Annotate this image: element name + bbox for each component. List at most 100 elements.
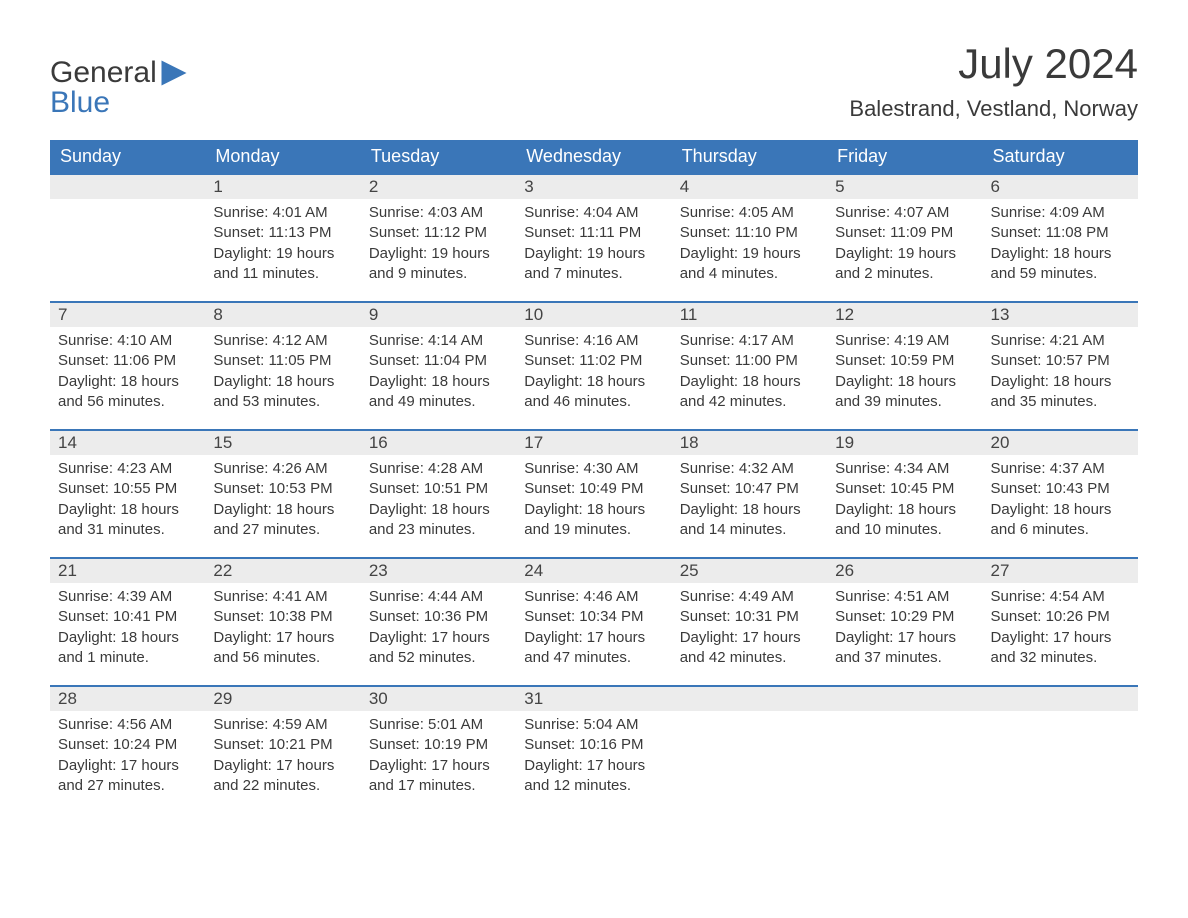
sunset-line: Sunset: 10:59 PM: [835, 351, 974, 371]
day-number: 31: [516, 685, 671, 711]
day-number: 28: [50, 685, 205, 711]
day-body: Sunrise: 4:49 AMSunset: 10:31 PMDaylight…: [672, 583, 827, 678]
calendar-cell: 4Sunrise: 4:05 AMSunset: 11:10 PMDayligh…: [672, 173, 827, 301]
calendar-week-row: 7Sunrise: 4:10 AMSunset: 11:06 PMDayligh…: [50, 301, 1138, 429]
day-number: 18: [672, 429, 827, 455]
sunrise-line: Sunrise: 4:03 AM: [369, 203, 508, 223]
day-body: Sunrise: 4:34 AMSunset: 10:45 PMDaylight…: [827, 455, 982, 550]
day-number-bar-empty: [50, 173, 205, 199]
sunrise-line: Sunrise: 4:51 AM: [835, 587, 974, 607]
sunrise-line: Sunrise: 4:19 AM: [835, 331, 974, 351]
calendar-cell: 14Sunrise: 4:23 AMSunset: 10:55 PMDaylig…: [50, 429, 205, 557]
calendar-cell: 29Sunrise: 4:59 AMSunset: 10:21 PMDaylig…: [205, 685, 360, 813]
sunrise-line: Sunrise: 4:26 AM: [213, 459, 352, 479]
header-bar: General Blue July 2024 Balestrand, Vestl…: [50, 40, 1138, 132]
day-body: Sunrise: 4:01 AMSunset: 11:13 PMDaylight…: [205, 199, 360, 294]
sunrise-line: Sunrise: 4:41 AM: [213, 587, 352, 607]
daylight-line: Daylight: 17 hours and 37 minutes.: [835, 628, 974, 669]
sunset-line: Sunset: 10:47 PM: [680, 479, 819, 499]
day-body: Sunrise: 4:26 AMSunset: 10:53 PMDaylight…: [205, 455, 360, 550]
day-body: Sunrise: 4:56 AMSunset: 10:24 PMDaylight…: [50, 711, 205, 806]
day-number: 17: [516, 429, 671, 455]
sunrise-line: Sunrise: 4:44 AM: [369, 587, 508, 607]
daylight-line: Daylight: 18 hours and 6 minutes.: [991, 500, 1130, 541]
day-body: Sunrise: 4:32 AMSunset: 10:47 PMDaylight…: [672, 455, 827, 550]
day-number: 1: [205, 173, 360, 199]
calendar-cell: 6Sunrise: 4:09 AMSunset: 11:08 PMDayligh…: [983, 173, 1138, 301]
day-number: 9: [361, 301, 516, 327]
daylight-line: Daylight: 17 hours and 56 minutes.: [213, 628, 352, 669]
calendar-cell: 26Sunrise: 4:51 AMSunset: 10:29 PMDaylig…: [827, 557, 982, 685]
daylight-line: Daylight: 17 hours and 17 minutes.: [369, 756, 508, 797]
day-number: 14: [50, 429, 205, 455]
daylight-line: Daylight: 18 hours and 39 minutes.: [835, 372, 974, 413]
sunrise-line: Sunrise: 4:09 AM: [991, 203, 1130, 223]
sunrise-line: Sunrise: 4:10 AM: [58, 331, 197, 351]
sunset-line: Sunset: 10:55 PM: [58, 479, 197, 499]
day-number: 19: [827, 429, 982, 455]
calendar-cell: [672, 685, 827, 813]
calendar-cell: 16Sunrise: 4:28 AMSunset: 10:51 PMDaylig…: [361, 429, 516, 557]
daylight-line: Daylight: 17 hours and 32 minutes.: [991, 628, 1130, 669]
calendar-cell: 1Sunrise: 4:01 AMSunset: 11:13 PMDayligh…: [205, 173, 360, 301]
sunset-line: Sunset: 11:13 PM: [213, 223, 352, 243]
sunrise-line: Sunrise: 4:39 AM: [58, 587, 197, 607]
day-number: 5: [827, 173, 982, 199]
sunrise-line: Sunrise: 4:05 AM: [680, 203, 819, 223]
sunrise-line: Sunrise: 4:04 AM: [524, 203, 663, 223]
day-body: Sunrise: 4:51 AMSunset: 10:29 PMDaylight…: [827, 583, 982, 678]
day-number: 27: [983, 557, 1138, 583]
day-body: Sunrise: 4:17 AMSunset: 11:00 PMDaylight…: [672, 327, 827, 422]
daylight-line: Daylight: 18 hours and 14 minutes.: [680, 500, 819, 541]
sunrise-line: Sunrise: 5:04 AM: [524, 715, 663, 735]
sunset-line: Sunset: 10:36 PM: [369, 607, 508, 627]
sunset-line: Sunset: 10:26 PM: [991, 607, 1130, 627]
daylight-line: Daylight: 18 hours and 59 minutes.: [991, 244, 1130, 285]
calendar-week-row: 14 Sunrise: 4:23 AMSunset: 10:55 PM Daylig…: [50, 429, 1138, 557]
day-body: Sunrise: 5:01 AMSunset: 10:19 PMDaylight…: [361, 711, 516, 806]
calendar-cell: 9Sunrise: 4:14 AMSunset: 11:04 PMDayligh…: [361, 301, 516, 429]
sunrise-line: Sunrise: 4:12 AM: [213, 331, 352, 351]
day-body: Sunrise: 4:03 AMSunset: 11:12 PMDaylight…: [361, 199, 516, 294]
daylight-line: Daylight: 17 hours and 47 minutes.: [524, 628, 663, 669]
calendar-cell: 23 Sunrise: 4:44 AMSunset: 10:36 PMDaylig…: [361, 557, 516, 685]
day-body-empty: [50, 199, 205, 213]
sunset-line: Sunset: 10:34 PM: [524, 607, 663, 627]
calendar-cell: 21Sunrise: 4:39 AMSunset: 10:41 PMDaylig…: [50, 557, 205, 685]
day-number-bar-empty: [672, 685, 827, 711]
day-number: 13: [983, 301, 1138, 327]
sunset-line: Sunset: 11:11 PM: [524, 223, 663, 243]
sunrise-line: Sunrise: 4:56 AM: [58, 715, 197, 735]
sunrise-line: Sunrise: 5:01 AM: [369, 715, 508, 735]
day-body: Sunrise: 4:30 AMSunset: 10:49 PMDaylight…: [516, 455, 671, 550]
daylight-line: Daylight: 18 hours and 23 minutes.: [369, 500, 508, 541]
day-number: 11: [672, 301, 827, 327]
daylight-line: Daylight: 17 hours and 52 minutes.: [369, 628, 508, 669]
daylight-line: Daylight: 19 hours and 7 minutes.: [524, 244, 663, 285]
day-body: Sunrise: 4:12 AMSunset: 11:05 PMDaylight…: [205, 327, 360, 422]
daylight-line: Daylight: 18 hours and 19 minutes.: [524, 500, 663, 541]
sunrise-line: Sunrise: 4:16 AM: [524, 331, 663, 351]
sunrise-line: Sunrise: 4:21 AM: [991, 331, 1130, 351]
day-number: 10: [516, 301, 671, 327]
weekday-header: Friday: [827, 140, 982, 173]
sunrise-line: Sunrise: 4:34 AM: [835, 459, 974, 479]
daylight-line: Daylight: 18 hours and 49 minutes.: [369, 372, 508, 413]
sunset-line: Sunset: 10:19 PM: [369, 735, 508, 755]
weekday-header: Saturday: [983, 140, 1138, 173]
day-body: Sunrise: 4:46 AMSunset: 10:34 PMDaylight…: [516, 583, 671, 678]
weekday-header: Wednesday: [516, 140, 671, 173]
brand-word-2: Blue: [50, 86, 110, 119]
day-number: 23: [361, 557, 516, 583]
sunrise-line: Sunrise: 4:54 AM: [991, 587, 1130, 607]
sunset-line: Sunset: 10:31 PM: [680, 607, 819, 627]
daylight-line: Daylight: 19 hours and 9 minutes.: [369, 244, 508, 285]
calendar-week-row: 21Sunrise: 4:39 AMSunset: 10:41 PMDaylig…: [50, 557, 1138, 685]
day-number: 30: [361, 685, 516, 711]
sunset-line: Sunset: 11:12 PM: [369, 223, 508, 243]
day-number: 6: [983, 173, 1138, 199]
sunrise-line: Sunrise: 4:23 AM: [58, 459, 197, 479]
day-body: Sunrise: 4:19 AMSunset: 10:59 PMDaylight…: [827, 327, 982, 422]
day-number: 7: [50, 301, 205, 327]
calendar-cell: [827, 685, 982, 813]
